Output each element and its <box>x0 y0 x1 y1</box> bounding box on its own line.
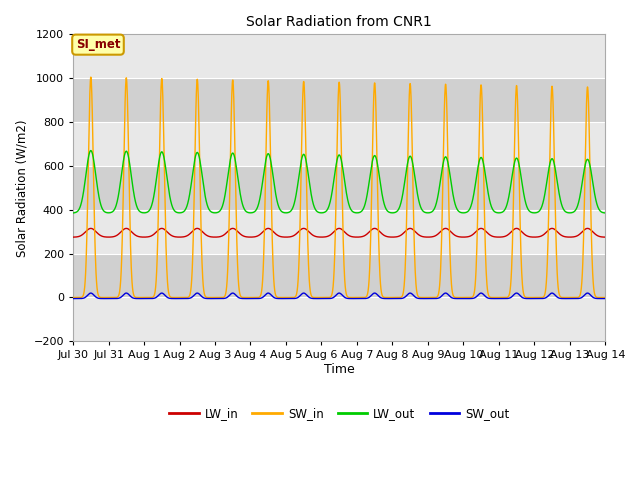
Y-axis label: Solar Radiation (W/m2): Solar Radiation (W/m2) <box>15 119 28 257</box>
Bar <box>73 210 605 253</box>
Bar <box>73 253 605 298</box>
Legend: LW_in, SW_in, LW_out, SW_out: LW_in, SW_in, LW_out, SW_out <box>164 403 514 425</box>
Bar <box>73 35 605 78</box>
Title: Solar Radiation from CNR1: Solar Radiation from CNR1 <box>246 15 432 29</box>
Text: SI_met: SI_met <box>76 38 120 51</box>
Bar <box>73 78 605 122</box>
Bar <box>73 122 605 166</box>
Bar <box>73 166 605 210</box>
X-axis label: Time: Time <box>324 363 355 376</box>
Bar <box>73 298 605 341</box>
